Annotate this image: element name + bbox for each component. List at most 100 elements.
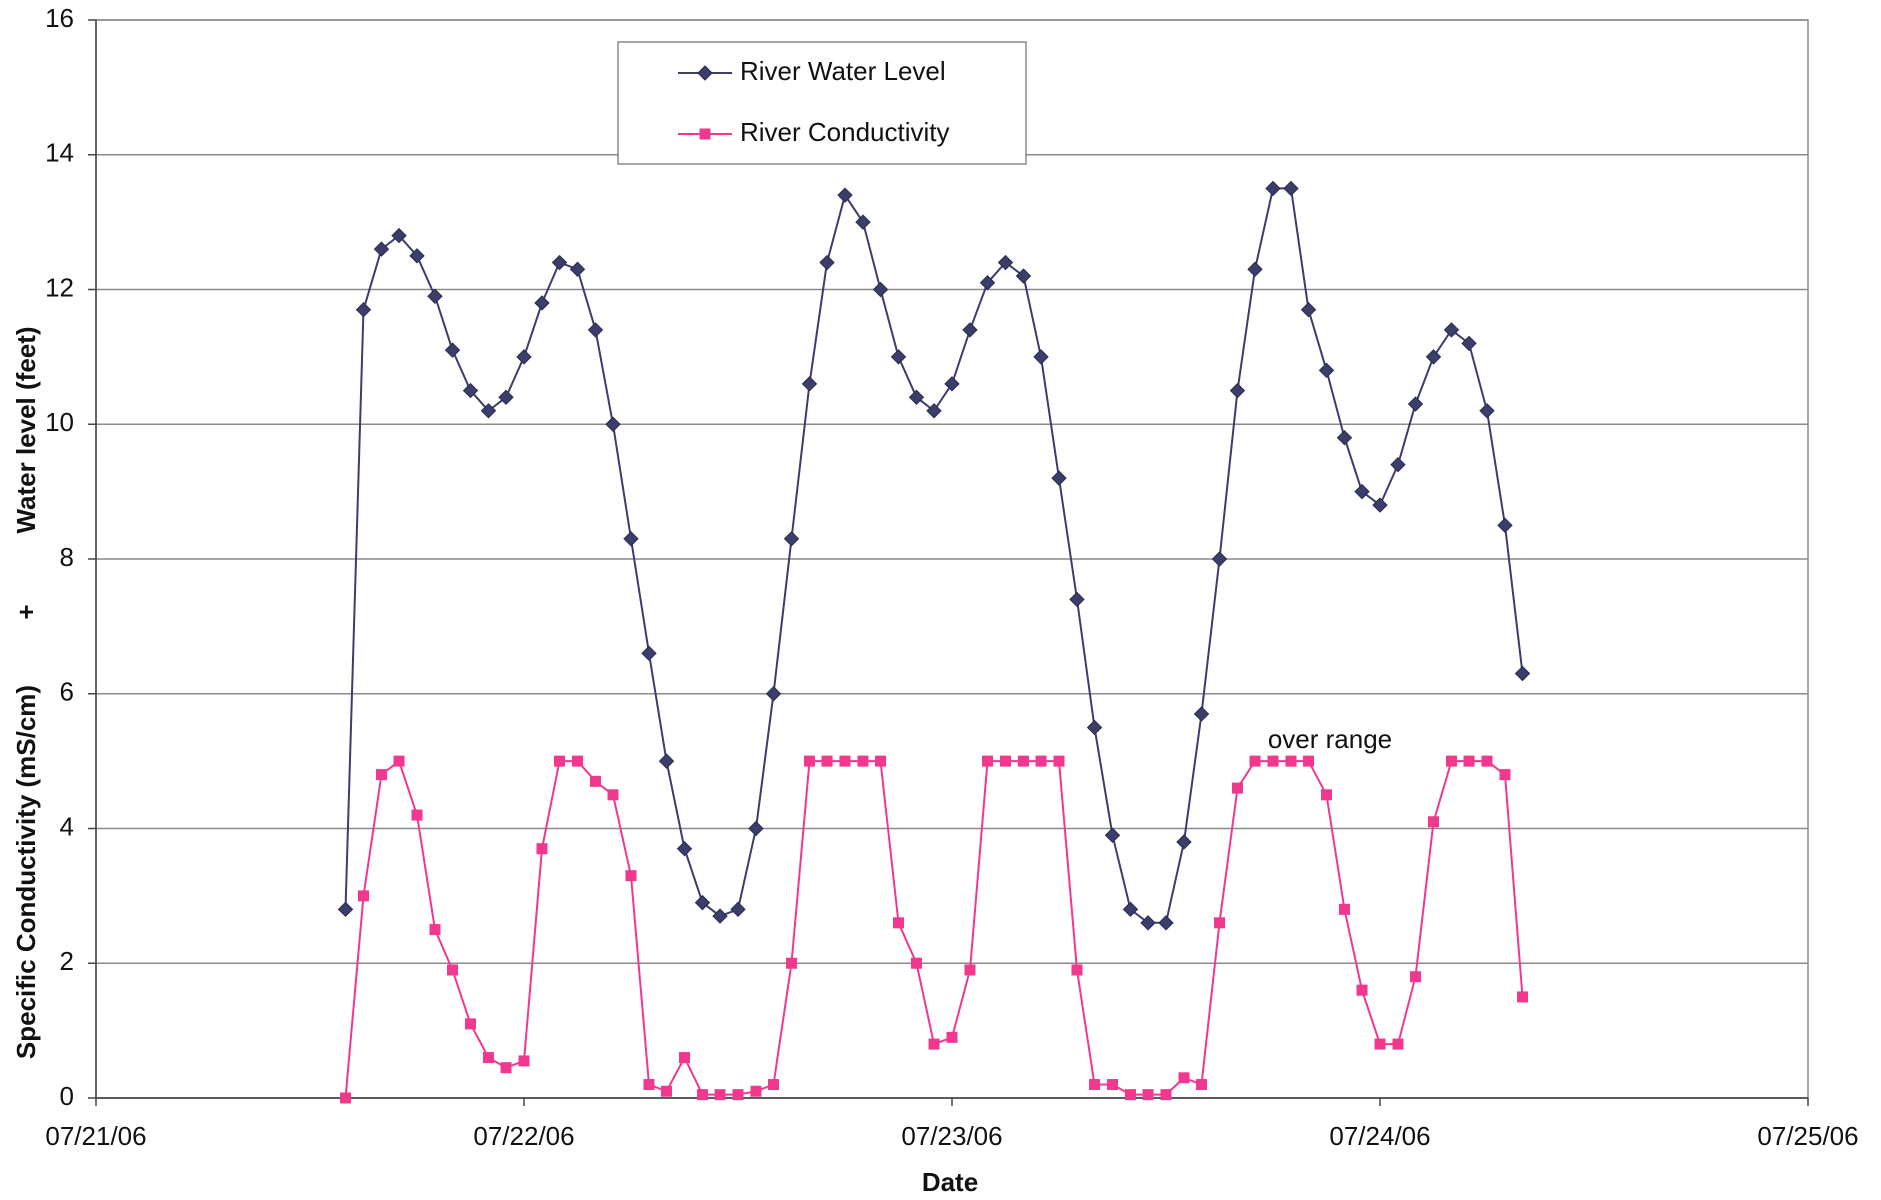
data-point — [1229, 382, 1246, 399]
data-point — [643, 1079, 655, 1091]
data-point — [554, 755, 566, 767]
data-point — [1015, 268, 1032, 284]
data-point — [1392, 1038, 1404, 1050]
data-point — [444, 342, 461, 358]
data-point — [714, 1089, 726, 1101]
data-point — [1196, 1079, 1208, 1091]
data-point — [962, 322, 978, 338]
data-point — [1390, 456, 1406, 473]
legend-box — [617, 41, 1027, 165]
data-point — [661, 1085, 673, 1097]
data-point — [409, 248, 425, 264]
data-point — [1517, 991, 1529, 1003]
data-point — [732, 1089, 744, 1101]
annotation: over range — [1268, 724, 1392, 754]
data-point — [1407, 396, 1424, 412]
data-point — [1283, 180, 1299, 197]
x-tick-label: 07/22/06 — [473, 1121, 574, 1151]
data-point — [964, 964, 976, 976]
data-point — [1231, 782, 1243, 794]
data-point — [429, 924, 441, 936]
data-point — [1086, 719, 1103, 736]
y-tick-label: 2 — [60, 946, 74, 976]
data-point — [1428, 816, 1439, 828]
data-point — [946, 1031, 958, 1043]
data-point — [1267, 755, 1279, 767]
data-point — [1321, 789, 1332, 801]
data-point — [1425, 349, 1442, 365]
data-point — [607, 789, 619, 801]
data-point — [1372, 497, 1388, 513]
y-axis-label: Water level (feet) — [11, 326, 41, 533]
data-point — [518, 1055, 530, 1067]
data-point — [1193, 706, 1210, 722]
data-point — [750, 1085, 762, 1097]
series — [337, 180, 1531, 931]
data-point — [1410, 971, 1422, 983]
data-point — [498, 389, 514, 406]
data-point — [1104, 827, 1121, 843]
data-point — [355, 302, 372, 318]
data-point — [1176, 834, 1192, 850]
data-point — [908, 389, 925, 406]
y-tick-label: 0 — [60, 1081, 74, 1111]
data-point — [696, 1089, 708, 1101]
data-point — [569, 261, 586, 277]
data-point — [1338, 903, 1350, 915]
data-point — [1017, 755, 1029, 767]
data-point — [551, 254, 568, 271]
data-point — [768, 1079, 780, 1091]
data-point — [534, 295, 550, 311]
y-axis-label: + — [11, 604, 41, 619]
data-point — [857, 755, 869, 767]
data-point — [358, 890, 369, 902]
data-point — [1033, 349, 1049, 365]
x-tick-label: 07/23/06 — [901, 1121, 1002, 1151]
x-axis-label: Date — [922, 1167, 978, 1197]
data-point — [1443, 322, 1460, 338]
data-point — [482, 1052, 494, 1064]
data-point — [1285, 755, 1297, 767]
legend-swatch-marker — [697, 65, 713, 81]
data-point — [1071, 964, 1083, 976]
legend-label: River Water Level — [740, 56, 946, 86]
data-point — [536, 843, 548, 855]
y-tick-label: 14 — [45, 138, 74, 168]
data-point — [427, 288, 443, 304]
data-point — [875, 755, 887, 767]
data-point — [1051, 470, 1067, 486]
data-point — [1265, 180, 1281, 197]
data-point — [748, 820, 764, 837]
data-point — [480, 403, 497, 419]
x-tick-label: 07/21/06 — [45, 1121, 146, 1151]
y-tick-label: 4 — [60, 811, 74, 841]
data-point — [1249, 755, 1261, 767]
data-point — [1481, 755, 1493, 767]
data-point — [872, 281, 889, 298]
data-point — [391, 227, 407, 244]
data-point — [893, 917, 904, 929]
data-point — [1479, 403, 1495, 419]
data-point — [890, 349, 907, 365]
data-point — [1354, 483, 1370, 500]
data-point — [623, 531, 639, 547]
data-point — [1089, 1079, 1101, 1091]
data-point — [447, 964, 459, 976]
data-point — [1374, 1038, 1386, 1050]
data-point — [819, 254, 835, 271]
data-point — [730, 901, 746, 918]
data-point — [855, 214, 871, 230]
data-point — [839, 755, 851, 767]
data-point — [765, 686, 782, 702]
data-point — [783, 531, 800, 547]
data-point — [1142, 1089, 1154, 1101]
data-point — [1124, 1089, 1136, 1101]
data-point — [589, 775, 601, 787]
data-point — [375, 769, 387, 781]
data-point — [837, 187, 853, 203]
data-point — [658, 753, 675, 769]
data-point — [926, 403, 942, 419]
data-point — [1463, 755, 1475, 767]
data-point — [1160, 1089, 1172, 1101]
data-point — [1053, 755, 1065, 767]
